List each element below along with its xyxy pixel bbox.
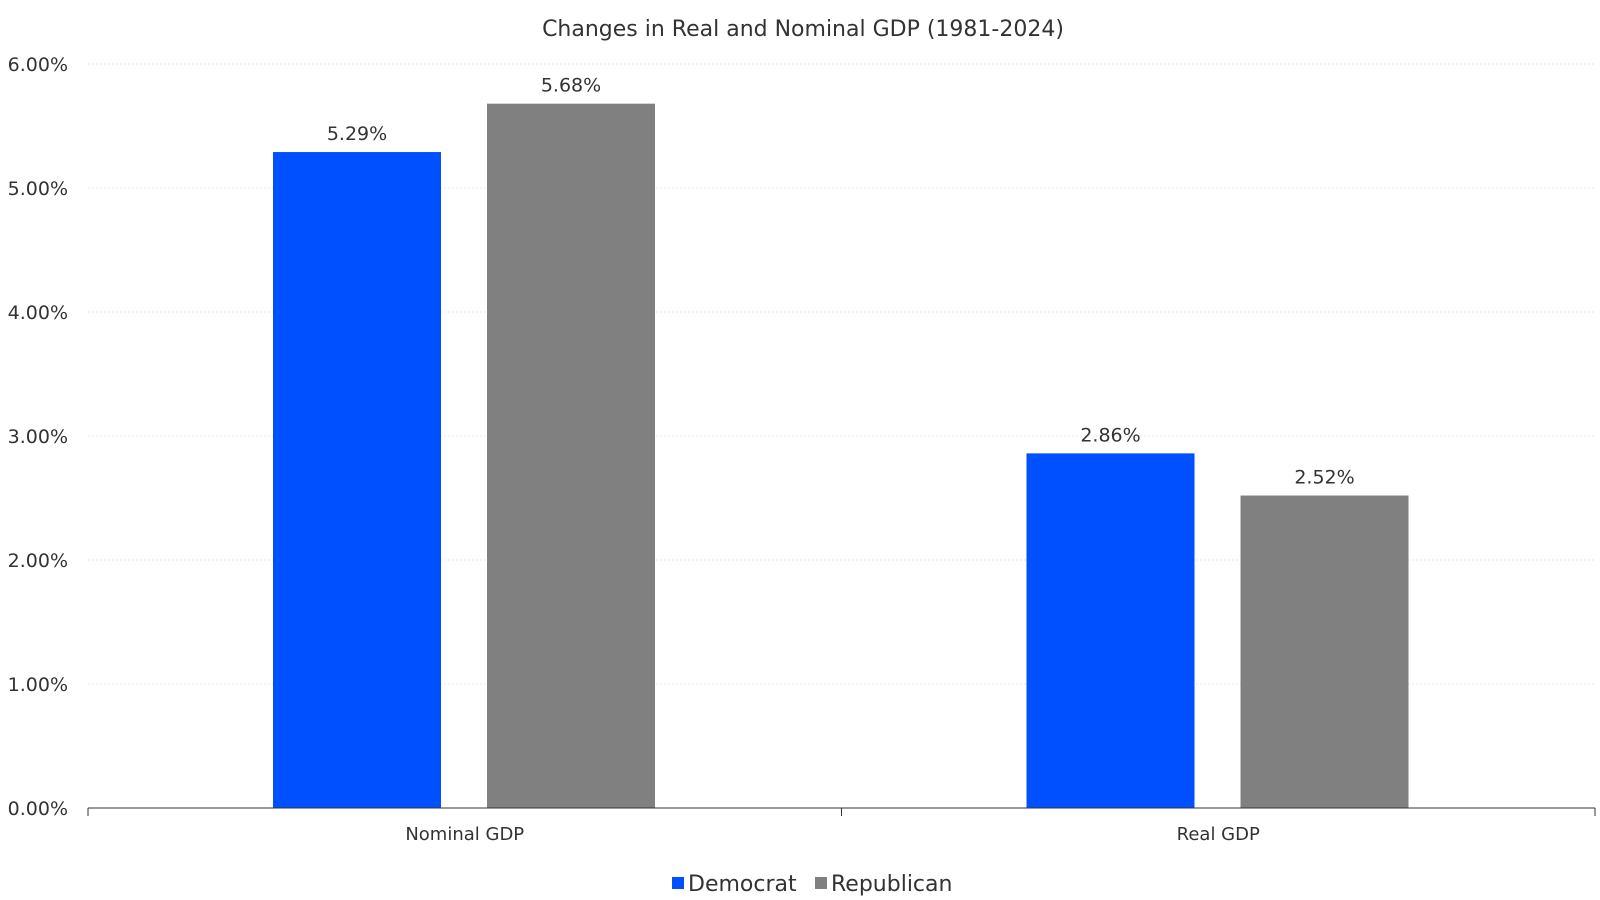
bar-democrat-real-gdp[interactable] — [1026, 453, 1195, 808]
y-tick-label: 3.00% — [8, 426, 68, 448]
gridlines — [88, 63, 1595, 685]
category-label: Nominal GDP — [405, 824, 524, 845]
data-label: 2.52% — [1294, 467, 1354, 489]
bars — [273, 103, 1409, 809]
legend-swatch — [672, 877, 684, 889]
y-tick-label: 2.00% — [8, 550, 68, 572]
data-labels: 5.29% 5.68% 2.86% 2.52% — [327, 75, 1355, 489]
y-tick-label: 5.00% — [8, 178, 68, 200]
legend-label: Democrat — [688, 872, 797, 897]
y-tick-label: 1.00% — [8, 674, 68, 696]
legend-label: Republican — [831, 872, 952, 897]
legend-swatch — [815, 877, 827, 889]
bar-republican-nominal-gdp[interactable] — [487, 103, 655, 809]
data-label: 2.86% — [1080, 424, 1140, 446]
category-label: Real GDP — [1177, 824, 1260, 845]
x-axis-category-labels: Nominal GDP Real GDP — [405, 824, 1260, 845]
bar-republican-real-gdp[interactable] — [1240, 495, 1409, 808]
legend-item-republican[interactable]: Republican — [815, 872, 952, 897]
legend-item-democrat[interactable]: Democrat — [672, 872, 797, 897]
x-axis — [87, 807, 1596, 816]
bar-democrat-nominal-gdp[interactable] — [273, 152, 441, 809]
y-tick-label: 4.00% — [8, 302, 68, 324]
chart-title: Changes in Real and Nominal GDP (1981-20… — [542, 17, 1064, 42]
data-label: 5.29% — [327, 123, 387, 145]
y-tick-label: 6.00% — [8, 54, 68, 76]
y-tick-label: 0.00% — [8, 798, 68, 820]
legend[interactable]: Democrat Republican — [672, 872, 952, 897]
y-axis-tick-labels: 0.00% 1.00% 2.00% 3.00% 4.00% 5.00% 6.00% — [8, 54, 68, 820]
data-label: 5.68% — [541, 75, 601, 97]
